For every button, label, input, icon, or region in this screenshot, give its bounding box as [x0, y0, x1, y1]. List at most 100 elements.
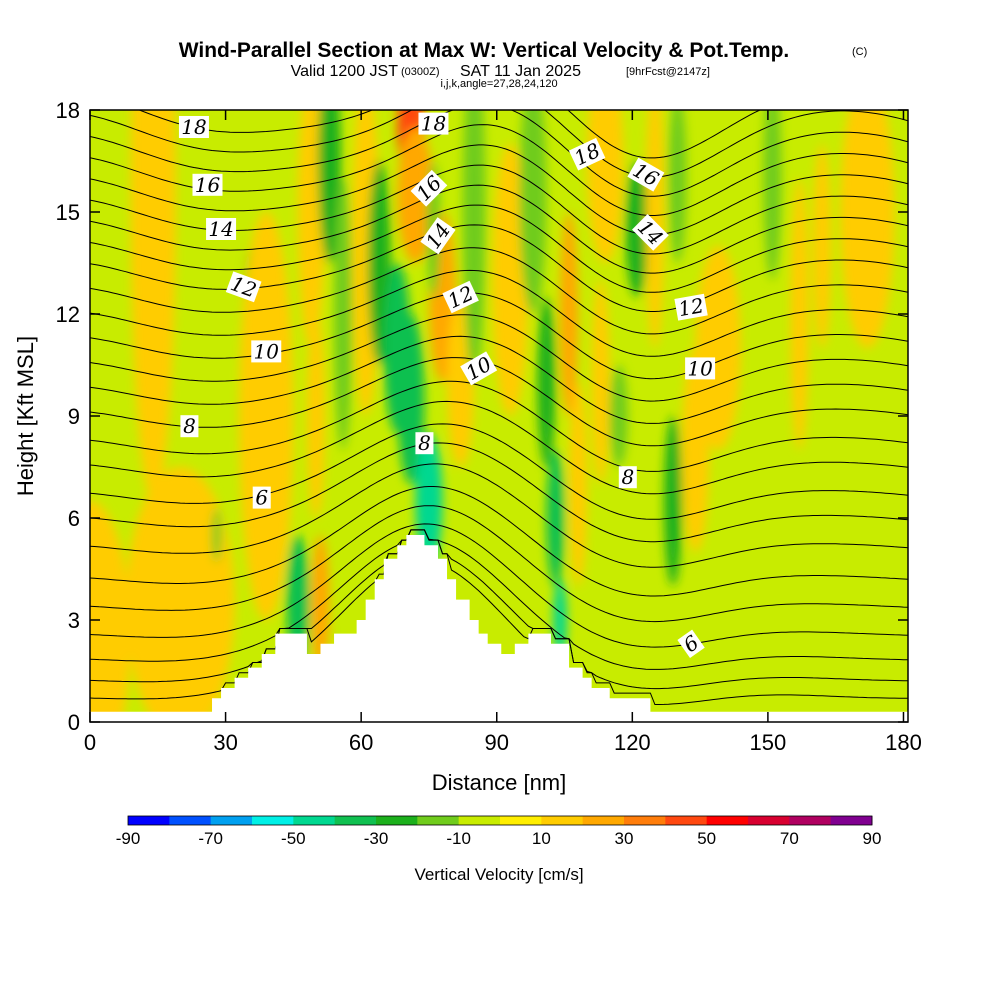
- svg-text:8: 8: [621, 465, 634, 489]
- theta-contour-12: [90, 335, 908, 424]
- colorbar-label: -30: [364, 829, 389, 848]
- y-tick-label: 9: [68, 404, 80, 429]
- theta-contour-19: [90, 184, 908, 274]
- grid-indices: i,j,k,angle=27,28,24,120: [440, 78, 557, 90]
- contour-label-16: 12: [674, 293, 708, 321]
- contour-label-12: 8: [415, 431, 434, 455]
- theta-contour-23: [90, 110, 908, 197]
- w-feature-34: [645, 110, 664, 348]
- contour-label-6: 6: [252, 486, 271, 510]
- theta-contour-0: [90, 529, 908, 705]
- w-feature-40: [790, 178, 809, 450]
- copyright-mark: (C): [852, 46, 867, 58]
- theta-contour-7: [90, 442, 908, 543]
- svg-text:12: 12: [676, 293, 705, 321]
- contour-label-7: 18: [418, 112, 449, 136]
- w-feature-0: [130, 110, 176, 501]
- colorbar-swatch: [169, 816, 212, 825]
- colorbar-swatch: [830, 816, 873, 825]
- colorbar-label: 50: [697, 829, 716, 848]
- x-axis: 0 30 60 90 120 150 180: [84, 110, 922, 755]
- theta-contour-10: [90, 380, 908, 472]
- colorbar-swatch: [706, 816, 749, 825]
- forecast-info: [9hrFcst@2147z]: [626, 66, 710, 78]
- colorbar-swatch: [624, 816, 666, 825]
- colorbar-swatch: [541, 816, 584, 825]
- w-feature-41: [813, 144, 832, 348]
- colorbar-swatch: [293, 816, 336, 825]
- x-tick-label: 150: [750, 730, 787, 755]
- vertical-velocity-field: [90, 110, 895, 722]
- w-feature-30: [591, 280, 610, 484]
- x-tick-label: 30: [213, 730, 237, 755]
- colorbar-title: Vertical Velocity [cm/s]: [414, 865, 583, 884]
- colorbar-label: -70: [198, 829, 223, 848]
- valid-date: SAT 11 Jan 2025: [460, 63, 581, 80]
- w-feature-10: [318, 110, 341, 263]
- theta-contour-1: [90, 529, 908, 690]
- svg-text:18: 18: [181, 115, 206, 139]
- w-feature-9: [311, 535, 330, 671]
- w-feature-36: [663, 416, 683, 586]
- svg-text:10: 10: [254, 339, 280, 363]
- svg-text:8: 8: [418, 431, 431, 455]
- theta-contour-14: [90, 292, 908, 380]
- theta-contour-16: [90, 247, 908, 335]
- colorbar-swatch: [417, 816, 460, 825]
- colorbar-label: 90: [863, 829, 882, 848]
- w-feature-32: [609, 365, 628, 467]
- subtitle: Valid 1200 JST (0300Z) SAT 11 Jan 2025 […: [291, 63, 710, 80]
- y-tick-label: 0: [68, 710, 80, 735]
- colorbar-label: 70: [780, 829, 799, 848]
- colorbar-swatch: [582, 816, 625, 825]
- theta-contour-22: [90, 124, 908, 216]
- contour-label-4: 10: [251, 339, 282, 363]
- theta-contour-5: [90, 486, 908, 597]
- w-feature-7: [297, 110, 326, 348]
- contour-label-17: 10: [685, 356, 716, 380]
- colorbar-swatch: [128, 816, 170, 825]
- theta-contour-24: [90, 110, 908, 178]
- colorbar-swatch: [210, 816, 253, 825]
- valid-utc: (0300Z): [401, 66, 440, 78]
- colorbar-swatch: [748, 816, 790, 825]
- y-axis-label: Height [Kft MSL]: [13, 336, 38, 496]
- theta-contour-13: [90, 314, 908, 402]
- w-feature-27: [553, 579, 567, 661]
- x-tick-label: 120: [614, 730, 651, 755]
- contour-label-18: 8: [618, 465, 637, 489]
- w-feature-26: [546, 450, 565, 586]
- w-feature-13: [367, 161, 391, 365]
- theta-contour-17: [90, 224, 908, 312]
- w-feature-8: [306, 314, 326, 518]
- colorbar-label: -10: [446, 829, 471, 848]
- contour-label-5: 8: [180, 414, 199, 438]
- w-feature-25: [537, 297, 556, 467]
- colorbar: -90 -70 -50 -30 -10 10 30 50 70 90: [116, 815, 882, 848]
- svg-text:6: 6: [255, 486, 268, 510]
- contour-label-2: 14: [206, 217, 237, 241]
- theta-contour-3: [90, 523, 908, 648]
- x-tick-label: 180: [885, 730, 922, 755]
- svg-text:16: 16: [195, 173, 221, 197]
- w-feature-35: [668, 110, 687, 263]
- svg-text:14: 14: [208, 217, 233, 241]
- valid-time: Valid 1200 JST: [291, 63, 399, 80]
- w-feature-5: [239, 212, 294, 620]
- w-feature-22: [462, 110, 486, 382]
- theta-contours: [90, 110, 908, 705]
- colorbar-swatch: [500, 816, 542, 825]
- colorbar-swatch: [458, 816, 501, 825]
- theta-contour-2: [90, 529, 908, 670]
- w-feature-28: [560, 212, 579, 416]
- y-tick-label: 18: [56, 98, 80, 123]
- terrain: [90, 535, 908, 722]
- chart-title: Wind-Parallel Section at Max W: Vertical…: [179, 39, 790, 62]
- w-feature-39: [763, 110, 782, 280]
- theta-contour-9: [90, 400, 908, 495]
- contour-label-0: 18: [178, 115, 209, 139]
- y-tick-label: 3: [68, 608, 80, 633]
- theta-contour-15: [90, 269, 908, 357]
- y-tick-label: 12: [56, 302, 80, 327]
